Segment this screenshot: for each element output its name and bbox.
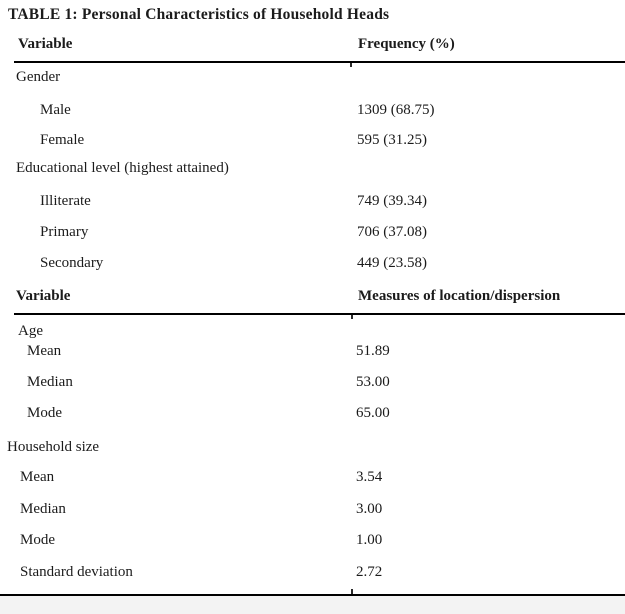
row-value-hh-stddev: 2.72 bbox=[356, 564, 383, 580]
row-label-hh-mean: Mean bbox=[20, 469, 55, 485]
row-value-primary: 706 (37.08) bbox=[357, 224, 427, 240]
row-label-male: Male bbox=[40, 102, 71, 118]
header-rule-2 bbox=[14, 313, 625, 315]
header-rule-1 bbox=[14, 61, 625, 63]
row-value-hh-mode: 1.00 bbox=[356, 532, 383, 548]
row-label-age-mode: Mode bbox=[27, 405, 62, 421]
row-label-age-median: Median bbox=[27, 374, 73, 390]
section1-header-variable: Variable bbox=[18, 36, 73, 52]
column-divider-tick-1 bbox=[350, 63, 352, 67]
row-label-hh-median: Median bbox=[20, 501, 66, 517]
row-label-hh-stddev: Standard deviation bbox=[20, 564, 133, 580]
footer-band bbox=[0, 596, 625, 614]
row-value-female: 595 (31.25) bbox=[357, 132, 427, 148]
row-label-secondary: Secondary bbox=[40, 255, 104, 271]
row-value-illiterate: 749 (39.34) bbox=[357, 193, 427, 209]
row-label-age-mean: Mean bbox=[27, 343, 62, 359]
row-label-female: Female bbox=[40, 132, 85, 148]
row-value-hh-median: 3.00 bbox=[356, 501, 383, 517]
section2-header-measures: Measures of location/dispersion bbox=[358, 288, 561, 304]
row-label-hh-mode: Mode bbox=[20, 532, 55, 548]
row-value-age-mean: 51.89 bbox=[356, 343, 390, 359]
group-label-household-size: Household size bbox=[7, 439, 100, 455]
column-divider-tick-2 bbox=[351, 315, 353, 319]
row-value-secondary: 449 (23.58) bbox=[357, 255, 427, 271]
row-value-age-median: 53.00 bbox=[356, 374, 390, 390]
column-divider-tick-3 bbox=[351, 589, 353, 594]
group-label-educational-level: Educational level (highest attained) bbox=[16, 160, 229, 176]
row-label-illiterate: Illiterate bbox=[40, 193, 91, 209]
group-label-age: Age bbox=[18, 323, 43, 339]
row-value-age-mode: 65.00 bbox=[356, 405, 390, 421]
row-value-male: 1309 (68.75) bbox=[357, 102, 435, 118]
row-value-hh-mean: 3.54 bbox=[356, 469, 383, 485]
row-label-primary: Primary bbox=[40, 224, 89, 240]
bottom-rule bbox=[0, 594, 625, 596]
table-title: TABLE 1: Personal Characteristics of Hou… bbox=[8, 6, 390, 23]
group-label-gender: Gender bbox=[16, 69, 61, 85]
section2-header-variable: Variable bbox=[16, 288, 71, 304]
section1-header-frequency: Frequency (%) bbox=[358, 36, 455, 52]
